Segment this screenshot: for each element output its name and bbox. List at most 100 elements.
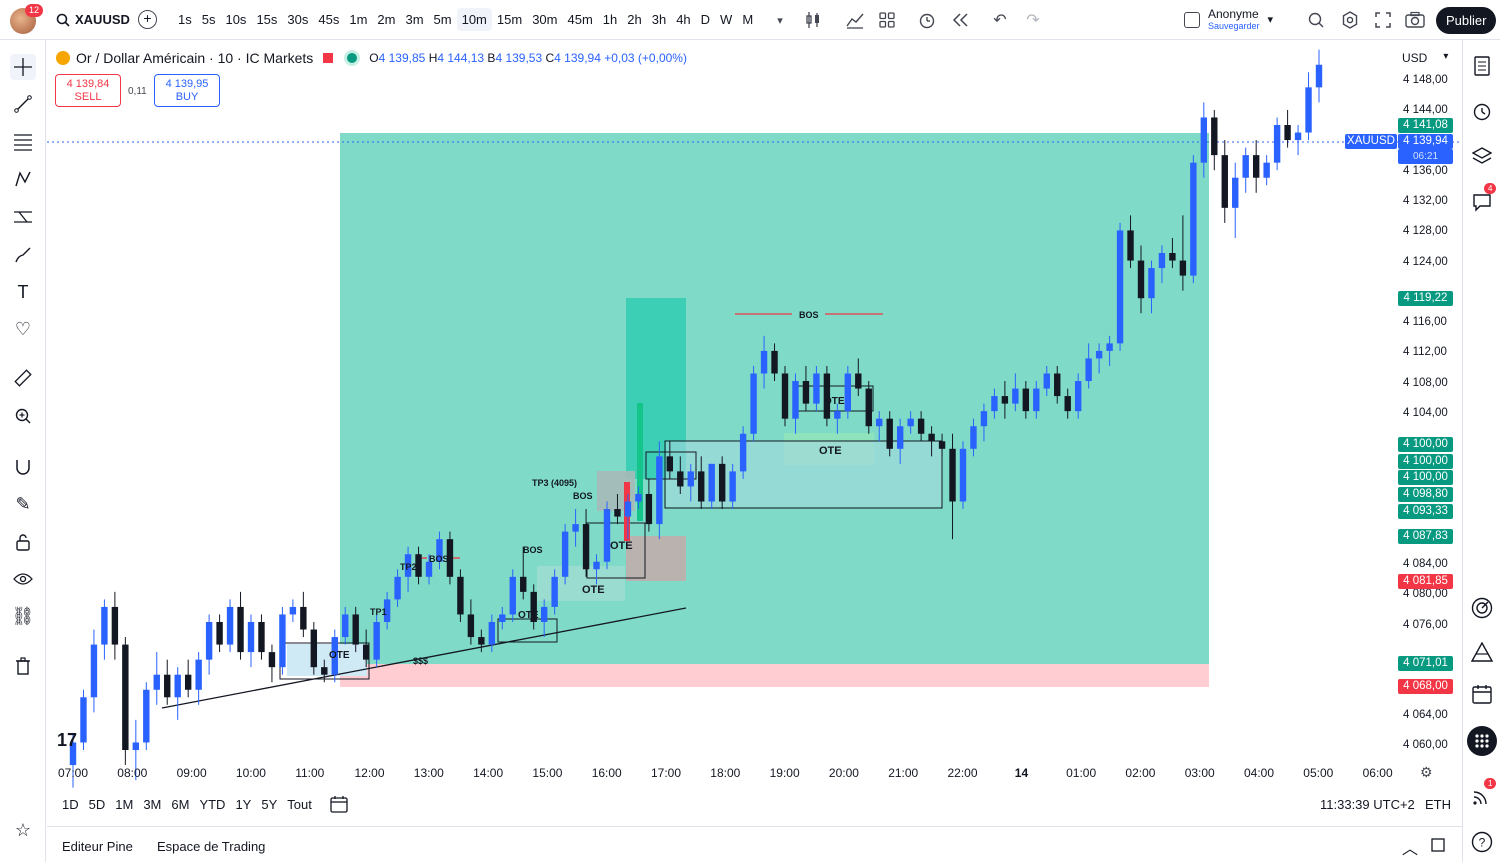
ruler-icon[interactable]	[10, 365, 36, 391]
candle-body	[520, 576, 527, 592]
chevron-down-icon[interactable]: ▾	[777, 14, 783, 27]
draw-lock-icon[interactable]: ✎	[15, 493, 31, 514]
publish-button[interactable]: Publier	[1436, 7, 1497, 34]
layout-grid-icon[interactable]	[877, 10, 897, 30]
range-ytd[interactable]: YTD	[199, 797, 226, 812]
interval-4h[interactable]: 4h	[676, 12, 691, 27]
interval-15s[interactable]: 15s	[256, 12, 278, 27]
interval-1m[interactable]: 1m	[349, 12, 368, 27]
ideas-icon[interactable]	[1470, 640, 1494, 664]
interval-30s[interactable]: 30s	[287, 12, 309, 27]
interval-1s[interactable]: 1s	[178, 12, 192, 27]
heart-icon[interactable]: ♡	[14, 318, 32, 339]
buy-button[interactable]: 4 139,95 BUY	[154, 74, 220, 107]
range-5d[interactable]: 5D	[88, 797, 106, 812]
interval-3h[interactable]: 3h	[651, 12, 667, 27]
interval-30m[interactable]: 30m	[532, 12, 558, 27]
range-6m[interactable]: 6M	[171, 797, 190, 812]
range-1m[interactable]: 1M	[115, 797, 134, 812]
help-icon[interactable]: ?	[1470, 830, 1494, 854]
candle-body	[656, 456, 663, 525]
candle-body	[624, 501, 632, 517]
fib-retracement-icon[interactable]	[10, 129, 36, 155]
symbol-search[interactable]: XAUUSD	[56, 12, 130, 27]
range-tout[interactable]: Tout	[287, 797, 312, 812]
range-1d[interactable]: 1D	[62, 797, 79, 812]
link-icon[interactable]: ⛓	[11, 605, 35, 626]
notification-badge: 12	[25, 4, 44, 17]
range-3m[interactable]: 3M	[143, 797, 162, 812]
trading-panel-tab[interactable]: Espace de Trading	[157, 839, 266, 854]
magnet-icon[interactable]	[10, 454, 36, 480]
price-label: 4 128,00	[1403, 225, 1448, 237]
chevron-up-icon[interactable]: ︿	[1402, 841, 1419, 858]
range-5y[interactable]: 5Y	[261, 797, 278, 812]
redo-icon[interactable]: ↷	[1026, 12, 1040, 29]
interval-2m[interactable]: 2m	[377, 12, 396, 27]
gear-icon[interactable]	[1340, 10, 1360, 30]
calendar-icon[interactable]	[1470, 682, 1494, 706]
indicators-icon[interactable]	[845, 10, 865, 30]
watchlist-icon[interactable]	[1470, 54, 1494, 78]
candle-body	[436, 539, 443, 562]
price-tag: 4 119,22	[1398, 291, 1453, 306]
target-icon[interactable]	[1470, 596, 1494, 620]
interval-2h[interactable]: 2h	[627, 12, 642, 27]
chevron-down-icon[interactable]: ▾	[1267, 14, 1274, 26]
interval-10s[interactable]: 10s	[225, 12, 247, 27]
interval-10m[interactable]: 10m	[456, 8, 492, 31]
date-range-icon[interactable]	[330, 795, 348, 816]
interval-M[interactable]: M	[742, 12, 754, 27]
interval-5m[interactable]: 5m	[433, 12, 452, 27]
lock-icon[interactable]	[10, 529, 36, 555]
camera-icon[interactable]	[1405, 10, 1425, 30]
currency-selector[interactable]: USD ▾	[1402, 51, 1448, 65]
layout-checkbox-icon[interactable]	[1184, 11, 1200, 28]
interval-W[interactable]: W	[720, 12, 733, 27]
trend-line-icon[interactable]	[10, 91, 36, 117]
interval-D[interactable]: D	[700, 12, 711, 27]
maximize-icon[interactable]	[1431, 838, 1445, 855]
alert-clock-icon[interactable]	[917, 10, 937, 30]
quick-search-icon[interactable]	[1306, 10, 1326, 30]
brush-icon[interactable]	[10, 242, 36, 268]
time-label: 21:00	[888, 766, 919, 780]
time-label: 15:00	[532, 766, 563, 780]
candle-body	[300, 606, 307, 630]
interval-45m[interactable]: 45m	[567, 12, 593, 27]
price-chart[interactable]: BOS BOS BOS BOS TP3 (4095) TP2 TP1 $$$ OTE OTE OTE…	[47, 41, 1462, 826]
zoom-in-icon[interactable]	[10, 403, 36, 429]
candle-body	[1085, 358, 1092, 382]
broadcast-icon[interactable]	[1470, 784, 1494, 808]
chat-icon[interactable]	[1470, 190, 1494, 214]
text-icon[interactable]: T	[17, 281, 29, 302]
trash-icon[interactable]	[10, 653, 36, 679]
pine-editor-tab[interactable]: Editeur Pine	[62, 839, 133, 854]
star-icon[interactable]: ☆	[14, 819, 32, 840]
interval-5s[interactable]: 5s	[201, 12, 216, 27]
apps-grid-icon[interactable]	[1467, 726, 1497, 756]
account-area[interactable]: Anonyme Sauvegarder ▾	[1184, 8, 1273, 31]
axis-settings-icon[interactable]: ⚙	[1420, 764, 1433, 780]
interval-45s[interactable]: 45s	[318, 12, 340, 27]
range-1y[interactable]: 1Y	[235, 797, 252, 812]
alarm-clock-icon[interactable]	[1470, 99, 1494, 123]
layers-icon[interactable]	[1470, 144, 1494, 168]
save-status[interactable]: Sauvegarder	[1208, 21, 1260, 31]
candle-style-icon[interactable]	[803, 10, 823, 30]
fullscreen-icon[interactable]	[1373, 10, 1393, 30]
sell-button[interactable]: 4 139,84 SELL	[55, 74, 121, 107]
interval-1h[interactable]: 1h	[602, 12, 618, 27]
pattern-icon[interactable]	[10, 166, 36, 192]
crosshair-icon[interactable]	[10, 54, 36, 80]
session-label[interactable]: ETH	[1425, 797, 1451, 812]
compare-symbol-icon[interactable]: +	[138, 10, 157, 29]
forecast-icon[interactable]	[10, 204, 36, 230]
clock[interactable]: 11:33:39 UTC+2	[1320, 797, 1415, 812]
eye-icon[interactable]	[10, 566, 36, 592]
interval-15m[interactable]: 15m	[496, 12, 523, 27]
interval-3m[interactable]: 3m	[405, 12, 424, 27]
interval-bar: 1s 5s 10s 15s 30s 45s 1m 2m 3m 5m 10m 15m 30m 45m 1h 2h…	[173, 8, 758, 31]
replay-icon[interactable]	[950, 10, 970, 30]
undo-icon[interactable]: ↶	[993, 12, 1007, 29]
